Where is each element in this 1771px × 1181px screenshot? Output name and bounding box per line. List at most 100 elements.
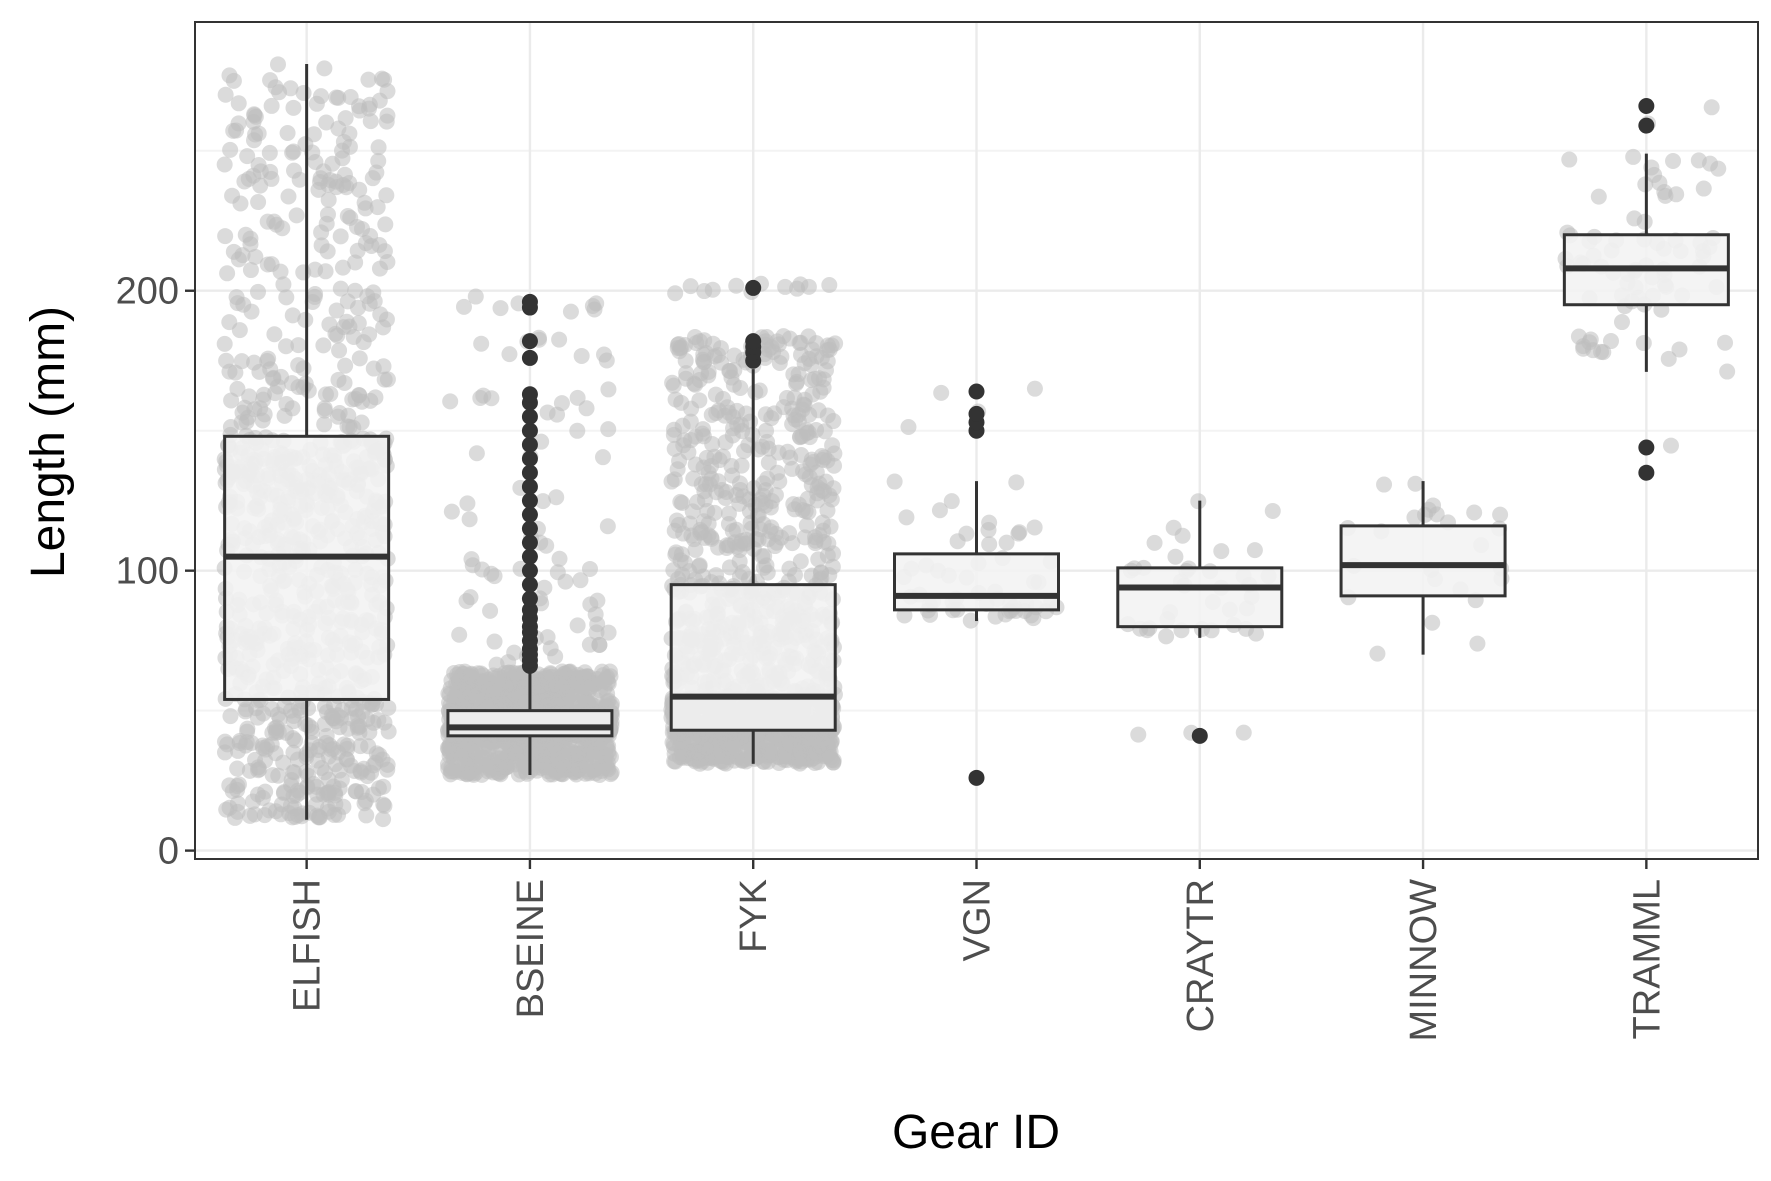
jitter-point	[364, 170, 381, 187]
jitter-point	[802, 456, 819, 473]
jitter-point	[790, 751, 807, 768]
jitter-point	[287, 808, 304, 825]
jitter-point	[717, 755, 734, 772]
jitter-point	[216, 335, 233, 352]
jitter-point	[260, 350, 277, 367]
jitter-point	[958, 525, 975, 542]
jitter-point	[557, 675, 574, 692]
jitter-point	[1264, 502, 1281, 519]
jitter-point	[1469, 635, 1486, 652]
jitter-point	[1010, 525, 1027, 542]
jitter-point	[378, 113, 395, 130]
jitter-point	[721, 537, 738, 554]
jitter-point	[228, 289, 245, 306]
box-body	[893, 552, 1060, 612]
jitter-point	[933, 384, 950, 401]
outlier-point	[521, 436, 538, 453]
jitter-point	[455, 298, 472, 315]
jitter-point	[375, 811, 392, 828]
jitter-point	[320, 191, 337, 208]
jitter-point	[562, 303, 579, 320]
jitter-point	[817, 362, 834, 379]
jitter-point	[366, 293, 383, 310]
box-bseine	[446, 293, 614, 776]
y-axis-title: Length (mm)	[22, 306, 75, 578]
jitter-point	[943, 493, 960, 510]
jitter-point	[667, 285, 684, 302]
jitter-point	[445, 696, 462, 713]
jitter-point	[380, 699, 397, 716]
jitter-point	[354, 393, 371, 410]
jitter-point	[357, 792, 374, 809]
jitter-point	[259, 213, 276, 230]
jitter-point	[371, 746, 388, 763]
jitter-point	[573, 347, 590, 364]
outlier-point	[521, 386, 538, 403]
jitter-point	[548, 489, 565, 506]
jitter-point	[1424, 614, 1441, 631]
jitter-point	[666, 471, 683, 488]
jitter-point	[354, 220, 371, 237]
jitter-point	[365, 360, 382, 377]
jitter-point	[279, 124, 296, 141]
jitter-point	[285, 744, 302, 761]
outlier-point	[521, 562, 538, 579]
jitter-point	[711, 452, 728, 469]
jitter-point	[331, 780, 348, 797]
jitter-point	[482, 602, 499, 619]
jitter-point	[1492, 506, 1509, 523]
jitter-point	[327, 796, 344, 813]
jitter-point	[665, 377, 682, 394]
jitter-point	[316, 716, 333, 733]
jitter-point	[334, 142, 351, 159]
jitter-point	[283, 772, 300, 789]
jitter-point	[987, 608, 1004, 625]
jitter-point	[794, 428, 811, 445]
jitter-point	[724, 522, 741, 539]
outlier-point	[521, 408, 538, 425]
jitter-point	[599, 754, 616, 771]
jitter-point	[316, 60, 333, 77]
jitter-point	[376, 71, 393, 88]
x-tick-label: ELFISH	[287, 879, 329, 1012]
jitter-point	[757, 406, 774, 423]
jitter-point	[1613, 314, 1630, 331]
jitter-point	[981, 536, 998, 553]
jitter-point	[377, 216, 394, 233]
box-craytr	[1116, 500, 1284, 744]
jitter-point	[267, 79, 284, 96]
jitter-point	[247, 248, 264, 265]
box-vgn	[893, 383, 1060, 786]
jitter-point	[792, 276, 809, 293]
jitter-point	[263, 256, 280, 273]
jitter-point	[304, 144, 321, 161]
jitter-point	[822, 518, 839, 535]
y-tick-label: 200	[116, 271, 179, 313]
jitter-point	[442, 738, 459, 755]
jitter-point	[327, 173, 344, 190]
jitter-point	[1585, 342, 1602, 359]
jitter-point	[584, 297, 601, 314]
jitter-point	[295, 84, 312, 101]
jitter-point	[270, 706, 287, 723]
jitter-point	[588, 692, 605, 709]
jitter-point	[1213, 543, 1230, 560]
jitter-point	[540, 693, 557, 710]
jitter-point	[222, 419, 239, 436]
jitter-point	[569, 617, 586, 634]
outlier-point	[521, 506, 538, 523]
jitter-point	[342, 209, 359, 226]
jitter-point	[319, 206, 336, 223]
y-tick-label: 0	[158, 831, 179, 873]
jitter-point	[462, 684, 479, 701]
jitter-point	[790, 366, 807, 383]
jitter-point	[360, 738, 377, 755]
jitter-point	[1662, 437, 1679, 454]
jitter-point	[244, 793, 261, 810]
jitter-point	[572, 572, 589, 589]
outlier-point	[968, 383, 985, 400]
jitter-point	[375, 319, 392, 336]
jitter-point	[269, 56, 286, 73]
jitter-point	[216, 733, 233, 750]
jitter-point	[308, 95, 325, 112]
